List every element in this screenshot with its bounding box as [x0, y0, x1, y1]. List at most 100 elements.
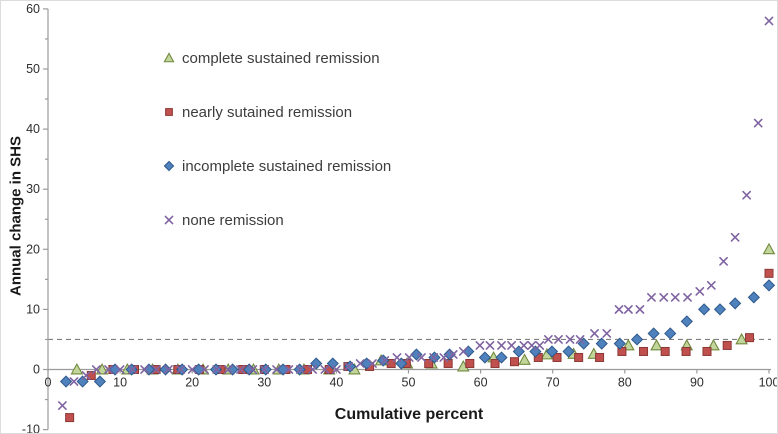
- x-tick-label: 0: [45, 376, 52, 390]
- data-point: [310, 357, 323, 370]
- x-tick-label: 40: [329, 376, 343, 390]
- data-point: [565, 335, 575, 344]
- y-tick-label: 20: [26, 242, 40, 256]
- data-point: [212, 365, 222, 374]
- data-point: [439, 353, 449, 362]
- data-point: [320, 365, 330, 374]
- x-tick-label: 30: [257, 376, 271, 390]
- data-point: [680, 315, 693, 328]
- data-point: [659, 292, 669, 302]
- data-point: [104, 365, 113, 374]
- data-point: [462, 345, 475, 358]
- data-point: [742, 190, 752, 200]
- data-point: [410, 348, 423, 361]
- data-point: [485, 341, 495, 350]
- data-point: [81, 371, 91, 380]
- x-tick-label: 90: [690, 376, 704, 390]
- data-point: [424, 358, 434, 368]
- data-point: [236, 365, 245, 374]
- data-point: [664, 327, 677, 340]
- data-point: [332, 365, 341, 374]
- data-point: [355, 359, 365, 368]
- x-tick-label: 100: [759, 376, 778, 390]
- data-point: [562, 345, 575, 358]
- data-point: [478, 351, 492, 364]
- y-tick-label: 0: [33, 363, 40, 377]
- data-point: [69, 377, 79, 386]
- data-point: [76, 375, 89, 388]
- y-tick-label: 30: [26, 182, 40, 196]
- data-point: [683, 292, 692, 302]
- data-point: [729, 297, 742, 310]
- data-point: [490, 358, 500, 368]
- legend-label: nearly sutained remission: [182, 104, 352, 121]
- data-point: [284, 365, 294, 374]
- data-point: [635, 305, 645, 314]
- data-point: [140, 365, 150, 374]
- data-point: [670, 292, 680, 302]
- data-point: [272, 365, 281, 374]
- data-point: [527, 341, 537, 350]
- data-point: [259, 365, 269, 374]
- data-point: [368, 359, 377, 368]
- data-point: [495, 351, 508, 364]
- data-point: [630, 333, 644, 346]
- data-point: [595, 352, 605, 362]
- data-point: [545, 345, 559, 358]
- data-point: [509, 357, 519, 367]
- x-axis-title: Cumulative percent: [334, 406, 484, 423]
- data-point: [719, 256, 728, 266]
- data-point: [647, 327, 660, 340]
- data-point: [518, 353, 531, 365]
- data-point: [595, 337, 608, 350]
- data-point: [417, 353, 426, 362]
- data-point: [200, 365, 209, 374]
- legend-marker-square: [165, 108, 173, 116]
- data-point: [647, 292, 656, 302]
- data-point: [448, 350, 458, 359]
- x-tick-label: 20: [185, 376, 199, 390]
- data-point: [764, 268, 774, 278]
- data-point: [326, 357, 339, 370]
- legend-label: incomplete sustained remission: [182, 158, 391, 175]
- x-tick-label: 60: [474, 376, 488, 390]
- y-tick-label: 10: [26, 302, 40, 316]
- data-point: [735, 332, 748, 345]
- legend-marker-x: [164, 215, 174, 225]
- y-axis-title: Annual change in SHS: [7, 135, 25, 297]
- y-tick-label: 50: [26, 62, 40, 76]
- data-point: [590, 329, 599, 338]
- x-tick-label: 10: [113, 376, 127, 390]
- data-point: [248, 365, 258, 374]
- data-point: [91, 365, 101, 374]
- x-tick-label: 50: [402, 376, 416, 390]
- data-point: [753, 118, 763, 128]
- data-point: [458, 347, 468, 356]
- data-point: [574, 352, 584, 362]
- data-point: [613, 337, 626, 350]
- data-point: [747, 291, 760, 304]
- data-point: [695, 286, 705, 296]
- data-point: [529, 345, 542, 358]
- data-point: [575, 335, 585, 344]
- data-point: [295, 365, 305, 374]
- data-point: [660, 346, 670, 356]
- data-point: [552, 352, 562, 362]
- y-tick-label: 40: [26, 122, 40, 136]
- data-point: [443, 358, 453, 368]
- data-point: [187, 365, 197, 374]
- data-point: [722, 340, 732, 350]
- data-point: [475, 341, 485, 350]
- data-point: [639, 346, 649, 356]
- data-point: [429, 353, 439, 362]
- y-tick-label: 60: [26, 2, 40, 16]
- data-point: [443, 348, 456, 361]
- data-point: [115, 365, 125, 374]
- data-point: [243, 363, 256, 376]
- data-point: [764, 16, 774, 26]
- data-point: [762, 279, 776, 292]
- y-tick-label: -10: [22, 423, 40, 434]
- data-point: [650, 338, 663, 351]
- data-point: [543, 335, 553, 344]
